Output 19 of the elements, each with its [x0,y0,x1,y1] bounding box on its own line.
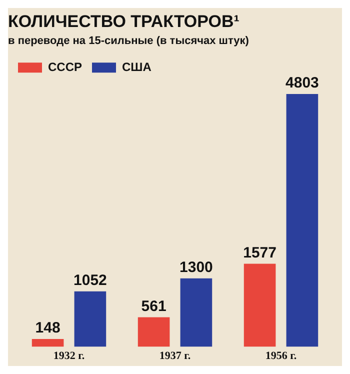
bar [244,264,276,347]
chart-title: КОЛИЧЕСТВО ТРАКТОРОВ¹ [8,12,240,31]
data-label: 4803 [286,74,319,92]
bar [138,317,170,347]
x-tick-label: 1956 г. [265,350,297,362]
bar [32,339,64,347]
x-tick-label: 1937 г. [159,350,191,362]
bar [180,278,212,347]
legend-label: США [122,60,152,74]
data-label: 1300 [180,259,213,276]
data-label: 148 [35,320,60,337]
bar [74,291,106,347]
data-label: 1577 [243,244,276,262]
x-tick-label: 1932 г. [53,350,85,362]
chart-subtitle: в переводе на 15-сильные (в тысячах штук) [8,35,250,48]
bar [286,94,318,347]
data-label: 1052 [74,272,107,290]
legend-label: СССР [48,60,82,74]
data-label: 561 [141,298,166,315]
